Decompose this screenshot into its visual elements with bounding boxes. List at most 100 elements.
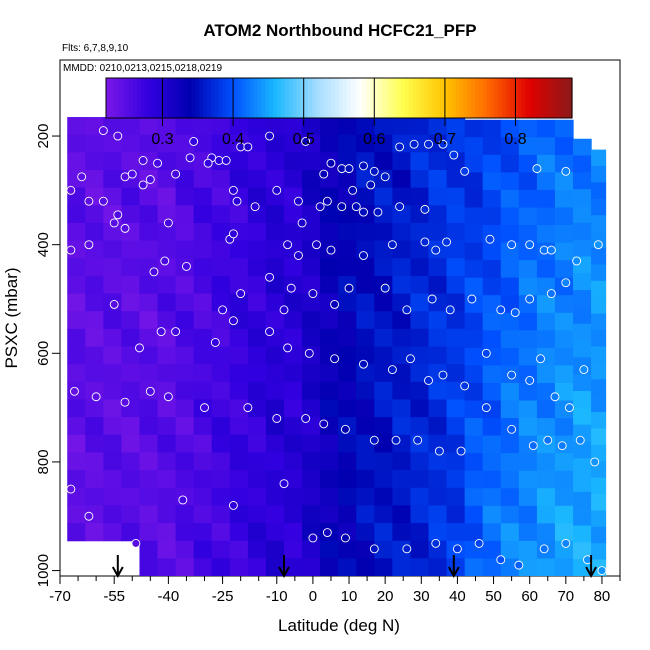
sample-point	[218, 305, 228, 315]
field-cell	[356, 523, 375, 542]
field-cell	[392, 187, 412, 206]
sample-point	[525, 294, 535, 304]
field-cell	[500, 189, 520, 209]
field-cell	[193, 470, 213, 489]
field-cell	[193, 523, 213, 542]
field-cell	[554, 119, 574, 138]
field-cell	[374, 134, 393, 153]
sample-point	[185, 153, 195, 163]
field-cell	[265, 205, 285, 224]
field-cell	[482, 470, 502, 489]
field-cell	[410, 117, 430, 136]
field-cell	[265, 540, 285, 559]
sample-point	[340, 533, 350, 543]
field-cell	[67, 258, 86, 277]
field-cell	[284, 381, 303, 401]
colorbar-segment	[137, 78, 142, 118]
colorbar-segment	[203, 78, 208, 118]
field-cell	[265, 117, 285, 136]
field-cell	[410, 452, 430, 471]
sample-point	[98, 126, 108, 136]
field-cell	[591, 526, 607, 544]
field-cell	[139, 134, 159, 153]
dates-label: MMDD: 0210,0213,0215,0218,0219	[63, 63, 222, 74]
colorbar-segment	[467, 78, 472, 118]
field-cell	[573, 206, 592, 224]
field-cell	[247, 134, 267, 153]
colorbar-segment	[109, 78, 115, 118]
field-cell	[392, 417, 412, 436]
sample-point	[319, 169, 329, 179]
field-cell	[193, 258, 213, 277]
field-cell	[374, 346, 393, 365]
colorbar-segment	[164, 78, 169, 118]
colorbar-ticks: 0.3 0.4 0.5 0.6 0.7 0.8	[151, 78, 527, 148]
field-cell	[554, 453, 574, 472]
sample-point	[312, 240, 321, 250]
field-cell	[356, 311, 375, 330]
sample-point	[315, 202, 325, 212]
field-cell	[554, 225, 574, 244]
field-cell	[229, 523, 249, 542]
field-cell	[193, 240, 213, 259]
field-cell	[428, 399, 448, 418]
field-cell	[410, 505, 430, 524]
field-cell	[464, 277, 484, 296]
field-cell	[103, 187, 123, 206]
field-cell	[410, 187, 430, 206]
sample-point	[536, 354, 545, 364]
field-cell	[338, 452, 357, 471]
field-cell	[265, 487, 285, 506]
field-cell	[284, 434, 303, 454]
field-cell	[536, 172, 556, 191]
field-cell	[85, 311, 104, 330]
field-cell	[247, 311, 267, 330]
field-cell	[247, 328, 267, 348]
field-cell	[482, 260, 502, 279]
field-cell	[67, 417, 86, 436]
field-cell	[446, 134, 466, 153]
colorbar-segment	[269, 78, 274, 118]
field-cell	[175, 399, 195, 418]
field-cell	[320, 381, 339, 401]
colorbar-segment	[509, 78, 515, 118]
field-cell	[211, 470, 231, 489]
field-cell	[554, 558, 574, 576]
sample-point	[265, 131, 274, 141]
field-cell	[211, 540, 231, 559]
colorbar-segment	[276, 78, 282, 118]
field-cell	[573, 155, 592, 173]
field-cell	[536, 523, 556, 542]
sample-point	[369, 166, 379, 176]
field-cell	[428, 258, 448, 277]
sample-point	[507, 424, 517, 434]
field-cell	[67, 222, 86, 242]
field-cell	[139, 558, 159, 576]
field-cell	[374, 258, 393, 277]
field-cell	[338, 434, 357, 454]
field-cell	[175, 505, 195, 524]
field-cell	[302, 222, 321, 242]
x-tick-label: 70	[557, 588, 574, 605]
field-cell	[500, 488, 520, 507]
field-cell	[265, 311, 285, 330]
field-cell	[157, 399, 177, 418]
field-cell	[175, 134, 195, 153]
field-cell	[85, 169, 104, 189]
field-cell	[247, 169, 267, 189]
field-cell	[67, 505, 86, 524]
field-cell	[157, 558, 177, 576]
field-cell	[446, 452, 466, 471]
field-cell	[446, 487, 466, 506]
field-cell	[302, 364, 321, 383]
field-cell	[356, 275, 375, 295]
field-cell	[356, 187, 375, 206]
field-cell	[356, 487, 375, 506]
sample-point	[283, 343, 293, 353]
field-cell	[121, 346, 141, 365]
field-cell	[338, 364, 357, 383]
field-cell	[229, 117, 249, 136]
field-cell	[67, 205, 86, 224]
field-cell	[193, 117, 213, 136]
field-cell	[338, 258, 357, 277]
